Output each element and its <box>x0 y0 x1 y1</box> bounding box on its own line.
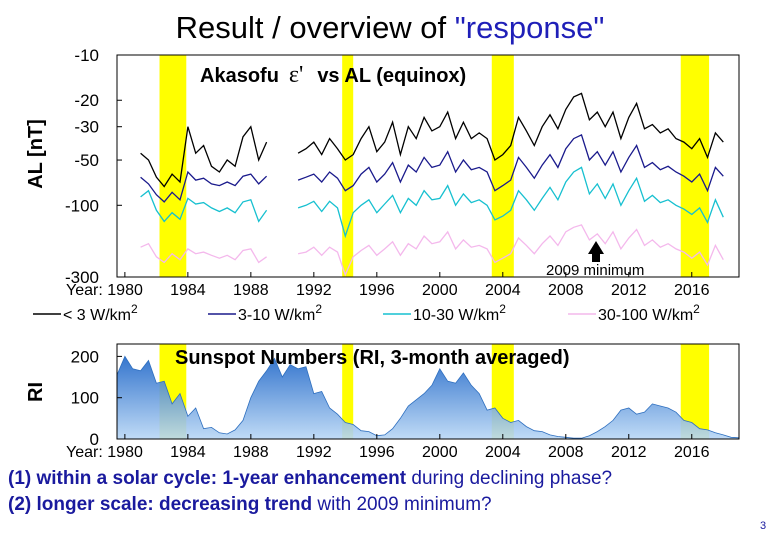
al-title-symbol: ε' <box>289 62 303 88</box>
ri-xtick-label: 2008 <box>548 444 584 461</box>
al-legend: < 3 W/km2 3-10 W/km2 10-30 W/km2 30-100 W/k… <box>33 302 700 324</box>
ri-axes: 0 100 200 Year: 1980 1984 1988 1992 1996 2000 200… <box>66 347 710 461</box>
title-quoted-word: "response" <box>454 10 605 45</box>
ri-ytick-label: 100 <box>71 389 99 408</box>
al-xtick-label: 1996 <box>359 282 395 299</box>
note-2-rest: with 2009 minimum? <box>312 494 492 515</box>
al-title-right: vs AL (equinox) <box>317 65 466 87</box>
al-xtick-label: 2000 <box>422 282 458 299</box>
al-xtick-label: 1988 <box>233 282 269 299</box>
ri-title: Sunspot Numbers (RI, 3-month averaged) <box>175 347 570 369</box>
al-ytick-label: -30 <box>74 118 99 137</box>
ri-ylabel: RI <box>25 382 47 402</box>
legend-label-10-30-w-km: 10-30 W/km2 <box>413 302 506 324</box>
note-within-solar-cycle: (1) within a solar cycle: 1-year enhance… <box>8 468 612 490</box>
legend-label-3-w-km: < 3 W/km2 <box>63 302 138 324</box>
al-xtick-label: 1992 <box>296 282 332 299</box>
ri-xtick-label: 2000 <box>422 444 458 461</box>
ri-xtick-label: 1984 <box>170 444 206 461</box>
al-title-left: Akasofu <box>200 65 279 87</box>
al-ytick-label: -20 <box>74 91 99 110</box>
annotation-2009-minimum: 2009 minimum <box>546 262 644 279</box>
al-ytick-label: -300 <box>65 268 99 287</box>
ri-xtick-label: 1996 <box>359 444 395 461</box>
al-ytick-label: -10 <box>74 46 99 65</box>
page-number: 3 <box>760 520 767 532</box>
al-xtick-label: 2016 <box>674 282 710 299</box>
al-ytick-label: -50 <box>74 151 99 170</box>
note-longer-scale: (2) longer scale: decreasing trend with … <box>8 494 492 516</box>
al-series-3-w-km <box>140 92 724 188</box>
legend-label-30-100-w-km: 30-100 W/km2 <box>598 302 700 324</box>
ri-area-fill <box>116 355 740 440</box>
legend-label-3-10-w-km: 3-10 W/km2 <box>238 302 322 324</box>
al-ylabel: AL [nT] <box>25 119 47 189</box>
note-1-bold: (1) within a solar cycle: 1-year enhance… <box>8 468 407 489</box>
al-title: Akasofu ε' vs AL (equinox) <box>200 62 466 88</box>
note-1-rest: during declining phase? <box>406 468 613 489</box>
al-xtick-label: 2004 <box>485 282 521 299</box>
ri-area <box>116 355 740 440</box>
al-annotation: 2009 minimum <box>546 241 644 279</box>
up-arrow-icon <box>588 241 604 262</box>
al-series-10-30-w-km <box>140 166 724 239</box>
al-ytick-label: -100 <box>65 196 99 215</box>
al-plot-frame <box>116 54 740 278</box>
ri-highlight-band-1 <box>342 344 354 439</box>
al-xtick-label: 2008 <box>548 282 584 299</box>
al-series-3-10-w-km <box>140 133 724 203</box>
al-highlight-band-2 <box>491 55 514 277</box>
ri-xtick-label: 2012 <box>611 444 647 461</box>
ri-xtick-label: 1992 <box>296 444 332 461</box>
al-series-lines <box>140 92 724 277</box>
al-series-30-100-w-km <box>140 224 724 277</box>
ri-xtick-label: 2004 <box>485 444 521 461</box>
al-xtick-label: Year: 1980 <box>66 282 143 299</box>
note-2-bold: (2) longer scale: decreasing trend <box>8 494 313 515</box>
al-highlight-band-3 <box>680 55 710 277</box>
title-prefix: Result / overview of <box>175 10 455 45</box>
ri-xtick-label: 1988 <box>233 444 269 461</box>
al-xtick-label: 2012 <box>611 282 647 299</box>
slide-title: Result / overview of "response" <box>0 10 780 46</box>
ri-xtick-label: 2016 <box>674 444 710 461</box>
ri-plot-frame <box>116 343 740 440</box>
ri-ytick-label: 0 <box>90 430 99 449</box>
al-highlight-bands <box>159 55 710 277</box>
ri-xtick-label: Year: 1980 <box>66 444 143 461</box>
al-highlight-band-1 <box>342 55 354 277</box>
al-xtick-label: 1984 <box>170 282 206 299</box>
ri-ytick-label: 200 <box>71 347 99 366</box>
